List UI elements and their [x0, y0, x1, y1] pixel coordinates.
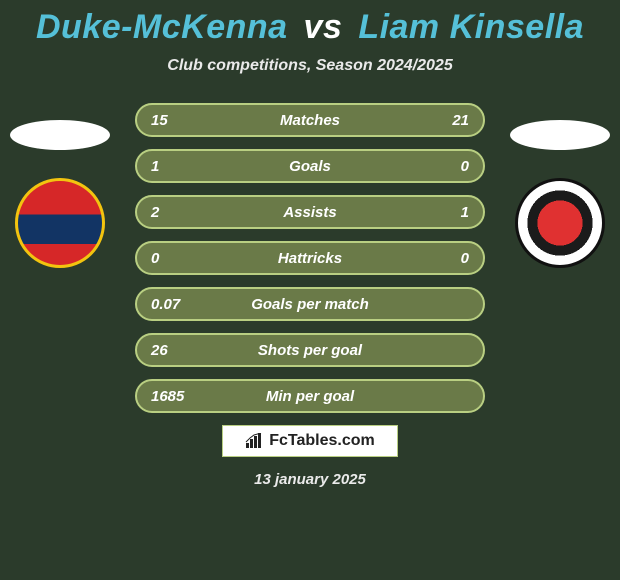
left-column — [10, 120, 110, 268]
club-badge-right: CHELTENHAM TOWN FC — [515, 178, 605, 268]
player1-photo-placeholder — [10, 120, 110, 150]
vs-label: vs — [304, 8, 343, 46]
stat-label: Matches — [199, 112, 421, 129]
stat-label: Goals — [199, 158, 421, 175]
stat-label: Assists — [199, 204, 421, 221]
stat-right: 0 — [421, 158, 469, 175]
player1-name: Duke-McKenna — [36, 8, 288, 46]
right-column: CHELTENHAM TOWN FC — [510, 120, 610, 268]
stat-row: 0.07 Goals per match — [135, 287, 485, 321]
stat-row: 2 Assists 1 — [135, 195, 485, 229]
stat-row: 1 Goals 0 — [135, 149, 485, 183]
brand-text: FcTables.com — [269, 432, 375, 450]
player2-photo-placeholder — [510, 120, 610, 150]
footer: FcTables.com 13 january 2025 — [0, 425, 620, 488]
stat-right: 21 — [421, 112, 469, 129]
page-title: Duke-McKenna vs Liam Kinsella — [0, 0, 620, 47]
stat-right: 0 — [421, 250, 469, 267]
stat-right: 1 — [421, 204, 469, 221]
stat-left: 0.07 — [151, 296, 199, 313]
club-badge-left — [15, 178, 105, 268]
player2-name: Liam Kinsella — [358, 8, 584, 46]
stat-label: Shots per goal — [199, 342, 421, 359]
stat-left: 2 — [151, 204, 199, 221]
brand-badge: FcTables.com — [222, 425, 398, 457]
stats-table: 15 Matches 21 1 Goals 0 2 Assists 1 0 Ha… — [135, 103, 485, 413]
subtitle: Club competitions, Season 2024/2025 — [0, 57, 620, 75]
date-label: 13 january 2025 — [0, 471, 620, 488]
stat-row: 1685 Min per goal — [135, 379, 485, 413]
stat-label: Goals per match — [199, 296, 421, 313]
stat-left: 15 — [151, 112, 199, 129]
stat-row: 26 Shots per goal — [135, 333, 485, 367]
stat-left: 1685 — [151, 388, 199, 405]
bar-chart-icon — [245, 433, 263, 449]
stat-left: 26 — [151, 342, 199, 359]
stat-row: 15 Matches 21 — [135, 103, 485, 137]
stat-left: 0 — [151, 250, 199, 267]
stat-row: 0 Hattricks 0 — [135, 241, 485, 275]
stat-label: Hattricks — [199, 250, 421, 267]
stat-label: Min per goal — [199, 388, 421, 405]
stat-left: 1 — [151, 158, 199, 175]
